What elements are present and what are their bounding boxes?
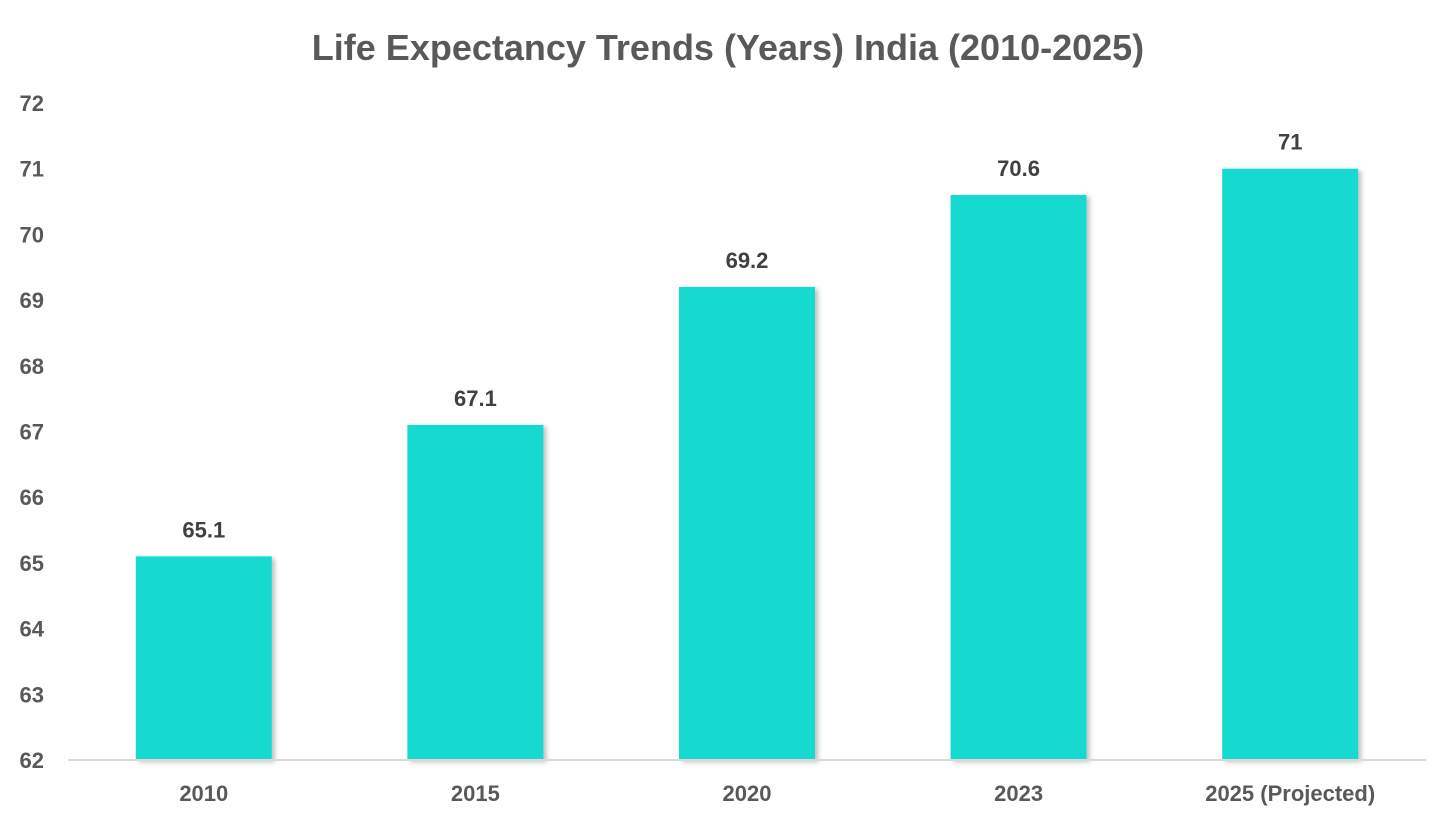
- y-tick-label: 67: [20, 420, 44, 445]
- bars-group: [135, 168, 1359, 761]
- y-tick-label: 70: [20, 222, 44, 247]
- x-tick-label: 2025 (Projected): [1205, 781, 1375, 806]
- data-label: 71: [1278, 130, 1302, 155]
- data-label: 70.6: [997, 156, 1040, 181]
- y-tick-label: 68: [20, 354, 44, 379]
- y-axis: 62 63 64 65 66 67 68 69 70 71 72: [20, 91, 45, 773]
- y-tick-label: 63: [20, 682, 44, 707]
- data-labels-group: 65.1 67.1 69.2 70.6 71: [182, 130, 1302, 543]
- x-tick-label: 2023: [994, 781, 1043, 806]
- y-tick-label: 65: [20, 551, 44, 576]
- chart-title: Life Expectancy Trends (Years) India (20…: [312, 27, 1144, 68]
- y-tick-label: 62: [20, 748, 44, 773]
- data-label: 65.1: [182, 517, 225, 542]
- data-label: 69.2: [726, 248, 769, 273]
- bar: [135, 556, 272, 760]
- x-tick-label: 2020: [723, 781, 772, 806]
- bar: [679, 286, 815, 760]
- y-tick-label: 66: [20, 485, 44, 510]
- bar: [950, 194, 1087, 761]
- y-tick-label: 72: [20, 91, 44, 116]
- x-axis: 2010 2015 2020 2023 2025 (Projected): [179, 781, 1375, 806]
- y-tick-label: 64: [20, 617, 45, 642]
- data-label: 67.1: [454, 386, 497, 411]
- x-tick-label: 2015: [451, 781, 500, 806]
- bar: [1222, 168, 1359, 760]
- y-tick-label: 69: [20, 288, 44, 313]
- bar: [407, 424, 544, 760]
- y-tick-label: 71: [20, 157, 44, 182]
- x-tick-label: 2010: [179, 781, 228, 806]
